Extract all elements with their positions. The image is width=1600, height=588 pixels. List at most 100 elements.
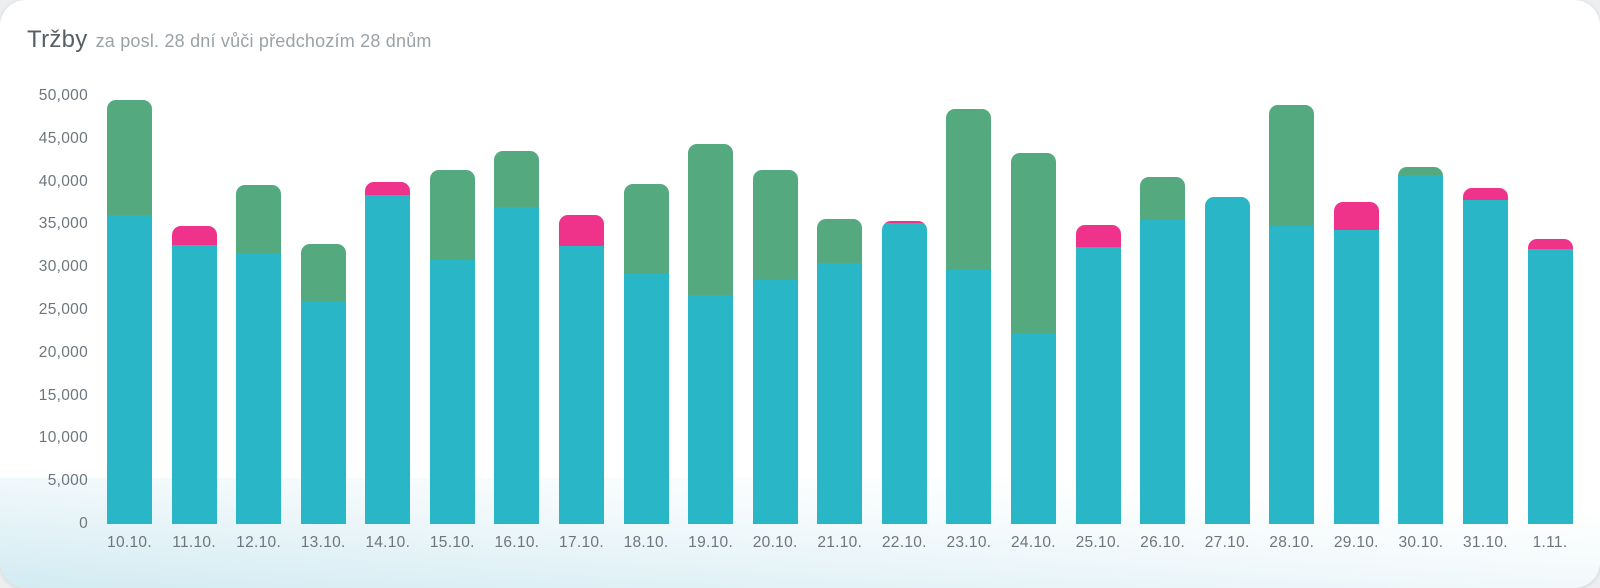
y-axis-tick-label: 40,000 bbox=[38, 172, 88, 190]
bar-segment-increase bbox=[300, 244, 346, 302]
bar[interactable] bbox=[1398, 167, 1444, 524]
bar-segment-decrease bbox=[558, 214, 604, 246]
y-axis-tick-label: 35,000 bbox=[38, 215, 88, 233]
x-axis-tick-label: 26.10. bbox=[1140, 534, 1186, 551]
bar[interactable] bbox=[1075, 225, 1121, 524]
bar[interactable] bbox=[881, 220, 927, 524]
bar-segment-current bbox=[429, 260, 475, 524]
bar[interactable] bbox=[107, 100, 152, 524]
x-axis-tick-label: 10.10. bbox=[107, 534, 152, 551]
bar-segment-increase bbox=[688, 143, 734, 295]
y-axis: 0 5,000 10,000 15,000 20,000 25,000 30,000 35,0… bbox=[0, 87, 88, 532]
bar-segment-current bbox=[688, 294, 734, 524]
y-axis-tick-label: 15,000 bbox=[38, 386, 88, 404]
x-axis-tick-label: 25.10. bbox=[1075, 534, 1121, 551]
x-axis-tick-label: 15.10. bbox=[429, 534, 475, 551]
x-axis-tick-label: 13.10. bbox=[300, 534, 346, 551]
y-axis-tick-label: 0 bbox=[79, 515, 88, 532]
bar[interactable] bbox=[1010, 152, 1056, 524]
bar-segment-current bbox=[107, 214, 152, 524]
bar-segment-current bbox=[365, 195, 411, 524]
bar-segment-current bbox=[558, 245, 604, 524]
x-axis-tick-label: 28.10. bbox=[1269, 534, 1315, 551]
bar[interactable] bbox=[429, 169, 475, 524]
bar-segment-decrease bbox=[365, 181, 411, 196]
y-axis-tick-label: 5,000 bbox=[47, 472, 88, 490]
x-axis-tick-label: 27.10. bbox=[1204, 534, 1250, 551]
bar-segment-current bbox=[236, 252, 282, 524]
bar-segment-current bbox=[623, 273, 669, 524]
bar[interactable] bbox=[494, 150, 540, 524]
bar-segment-current bbox=[752, 280, 798, 524]
bar-segment-increase bbox=[817, 219, 863, 263]
bar[interactable] bbox=[946, 108, 992, 524]
x-axis-tick-label: 21.10. bbox=[817, 534, 863, 551]
x-axis-tick-label: 24.10. bbox=[1011, 534, 1056, 551]
bar-segment-current bbox=[946, 269, 992, 524]
bar[interactable] bbox=[1204, 197, 1250, 524]
bar-segment-current bbox=[1140, 220, 1186, 524]
y-axis-tick-label: 30,000 bbox=[38, 258, 88, 276]
x-axis-tick-label: 29.10. bbox=[1333, 534, 1379, 551]
x-axis-tick-label: 17.10. bbox=[559, 534, 604, 551]
bar-segment-increase bbox=[1010, 152, 1056, 334]
bar-segment-decrease bbox=[171, 226, 217, 245]
y-axis-tick-label: 50,000 bbox=[38, 87, 88, 104]
bar-segment-current bbox=[881, 222, 927, 524]
bar-segment-decrease bbox=[1075, 225, 1121, 247]
x-axis-tick-label: 20.10. bbox=[752, 534, 798, 551]
bar[interactable] bbox=[558, 214, 604, 524]
x-axis-tick-label: 18.10. bbox=[623, 534, 669, 551]
y-axis-tick-label: 25,000 bbox=[38, 301, 88, 318]
bar-segment-current bbox=[1075, 246, 1121, 524]
bar-segment-decrease bbox=[881, 220, 927, 223]
bar-segment-increase bbox=[429, 169, 475, 261]
bar[interactable] bbox=[817, 219, 863, 524]
x-axis: 10.10. 11.10. 12.10. 13.10. 14.10. 15.10. 16.1… bbox=[107, 534, 1577, 558]
bar-segment-increase bbox=[1140, 177, 1186, 221]
bar-segment-increase bbox=[1398, 167, 1444, 175]
x-axis-tick-label: 30.10. bbox=[1398, 534, 1444, 551]
bar[interactable] bbox=[1333, 202, 1379, 524]
x-axis-tick-label: 16.10. bbox=[494, 534, 540, 551]
bar-segment-current bbox=[1010, 333, 1056, 524]
bar[interactable] bbox=[1269, 105, 1315, 524]
x-axis-tick-label: 14.10. bbox=[365, 534, 411, 551]
bar-segment-increase bbox=[946, 108, 992, 270]
bar-segment-current bbox=[171, 244, 217, 524]
bar[interactable] bbox=[752, 169, 798, 524]
bar-segment-increase bbox=[494, 150, 540, 208]
bar[interactable] bbox=[236, 185, 282, 524]
chart-subtitle: za posl. 28 dní vůči předchozím 28 dnům bbox=[95, 31, 432, 51]
bar[interactable] bbox=[688, 143, 734, 524]
x-axis-tick-label: 22.10. bbox=[881, 534, 927, 551]
bar-segment-increase bbox=[623, 184, 669, 274]
bar[interactable] bbox=[300, 244, 346, 524]
x-axis-tick-label: 23.10. bbox=[946, 534, 992, 551]
bar-segment-current bbox=[300, 301, 346, 524]
bar[interactable] bbox=[365, 181, 411, 524]
bar-segment-increase bbox=[107, 100, 152, 215]
bar[interactable] bbox=[1462, 188, 1508, 524]
bar-segment-increase bbox=[1269, 105, 1315, 227]
bar[interactable] bbox=[171, 226, 217, 524]
bar-segment-current bbox=[1269, 226, 1315, 524]
bar[interactable] bbox=[1140, 177, 1186, 524]
bar-segment-increase bbox=[236, 185, 282, 253]
x-axis-tick-label: 11.10. bbox=[172, 534, 216, 551]
plot-area bbox=[107, 96, 1577, 524]
chart-header: Tržby za posl. 28 dní vůči předchozím 28 … bbox=[27, 26, 432, 54]
bar-segment-current bbox=[817, 262, 863, 524]
bar-segment-current bbox=[494, 207, 540, 524]
bar-segment-decrease bbox=[1527, 238, 1573, 250]
y-axis-tick-label: 20,000 bbox=[38, 343, 88, 361]
bar-segment-current bbox=[1398, 174, 1444, 524]
bar[interactable] bbox=[623, 184, 669, 524]
x-axis-tick-label: 1.11. bbox=[1532, 534, 1568, 551]
bar-segment-decrease bbox=[1333, 202, 1379, 230]
bar-segment-current bbox=[1527, 249, 1573, 524]
bar[interactable] bbox=[1527, 238, 1573, 524]
x-axis-tick-label: 19.10. bbox=[688, 534, 734, 551]
bar-segment-current bbox=[1462, 200, 1508, 524]
